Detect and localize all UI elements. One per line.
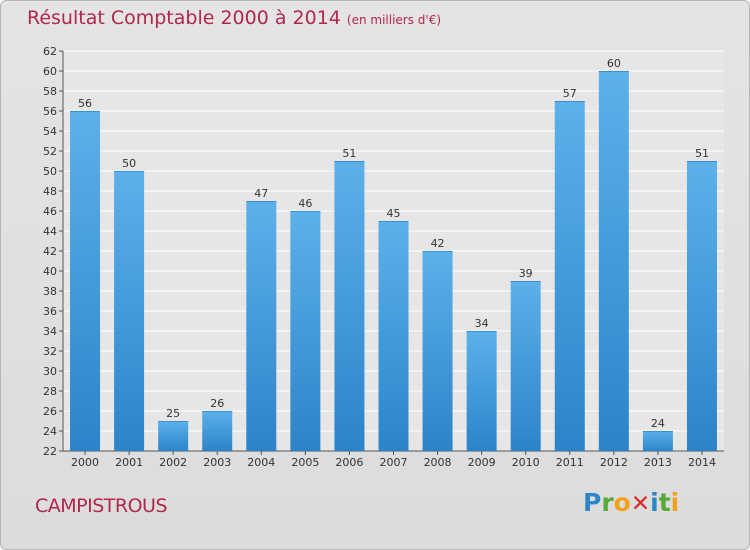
bar — [114, 171, 145, 451]
bar-value-label: 45 — [387, 207, 401, 220]
x-tick-label: 2007 — [380, 456, 408, 469]
x-tick-label: 2000 — [71, 456, 99, 469]
bar — [466, 331, 497, 451]
y-tick-label: 44 — [43, 225, 57, 238]
y-tick-label: 24 — [43, 425, 57, 438]
bar — [334, 161, 365, 451]
bar — [70, 111, 101, 451]
bar-value-label: 60 — [607, 57, 621, 70]
chart-title-text: Résultat Comptable 2000 à 2014 — [27, 7, 341, 29]
x-tick-label: 2013 — [644, 456, 672, 469]
bar — [158, 421, 189, 451]
bar-value-label: 26 — [210, 397, 224, 410]
x-tick-label: 2004 — [247, 456, 275, 469]
bar-value-label: 39 — [519, 267, 533, 280]
y-tick-label: 34 — [43, 325, 57, 338]
x-tick-label: 2005 — [291, 456, 319, 469]
x-tick-label: 2006 — [335, 456, 363, 469]
y-tick-label: 38 — [43, 285, 57, 298]
x-tick-label: 2008 — [424, 456, 452, 469]
bar — [202, 411, 233, 451]
x-tick-label: 2012 — [600, 456, 628, 469]
bar-value-label: 34 — [475, 317, 489, 330]
y-tick-label: 56 — [43, 105, 57, 118]
bar-value-label: 42 — [431, 237, 445, 250]
x-tick-label: 2001 — [115, 456, 143, 469]
y-tick-label: 52 — [43, 145, 57, 158]
bar-value-label: 24 — [651, 417, 665, 430]
bar-value-label: 51 — [695, 147, 709, 160]
bar — [642, 431, 673, 451]
y-tick-label: 48 — [43, 185, 57, 198]
x-tick-label: 2003 — [203, 456, 231, 469]
y-tick-label: 42 — [43, 245, 57, 258]
bar — [510, 281, 541, 451]
y-tick-label: 36 — [43, 305, 57, 318]
x-tick-label: 2011 — [556, 456, 584, 469]
bar — [598, 71, 629, 451]
x-tick-label: 2009 — [468, 456, 496, 469]
x-tick-label: 2014 — [688, 456, 716, 469]
bar-value-label: 50 — [122, 157, 136, 170]
bar — [246, 201, 277, 451]
bar-value-label: 51 — [342, 147, 356, 160]
y-tick-label: 46 — [43, 205, 57, 218]
y-tick-label: 50 — [43, 165, 57, 178]
y-tick-label: 30 — [43, 365, 57, 378]
y-tick-label: 54 — [43, 125, 57, 138]
y-tick-label: 58 — [43, 85, 57, 98]
bar-value-label: 46 — [298, 197, 312, 210]
proxiti-logo: Pro✕iti — [583, 488, 680, 517]
x-tick-label: 2010 — [512, 456, 540, 469]
chart-unit: (en milliers d'€) — [346, 13, 442, 27]
y-tick-label: 26 — [43, 405, 57, 418]
y-tick-label: 62 — [43, 45, 57, 58]
y-tick-label: 60 — [43, 65, 57, 78]
bar — [422, 251, 453, 451]
y-tick-label: 32 — [43, 345, 57, 358]
y-tick-label: 28 — [43, 385, 57, 398]
bar-value-label: 56 — [78, 97, 92, 110]
commune-name: CAMPISTROUS — [35, 495, 168, 517]
chart-title: Résultat Comptable 2000 à 2014 (en millie… — [27, 7, 441, 29]
y-tick-label: 22 — [43, 445, 57, 458]
bar — [554, 101, 585, 451]
bar-value-label: 47 — [254, 187, 268, 200]
bar — [290, 211, 321, 451]
bar-value-label: 57 — [563, 87, 577, 100]
bar-value-label: 25 — [166, 407, 180, 420]
bar — [378, 221, 409, 451]
bar — [686, 161, 717, 451]
y-tick-label: 40 — [43, 265, 57, 278]
x-tick-label: 2002 — [159, 456, 187, 469]
